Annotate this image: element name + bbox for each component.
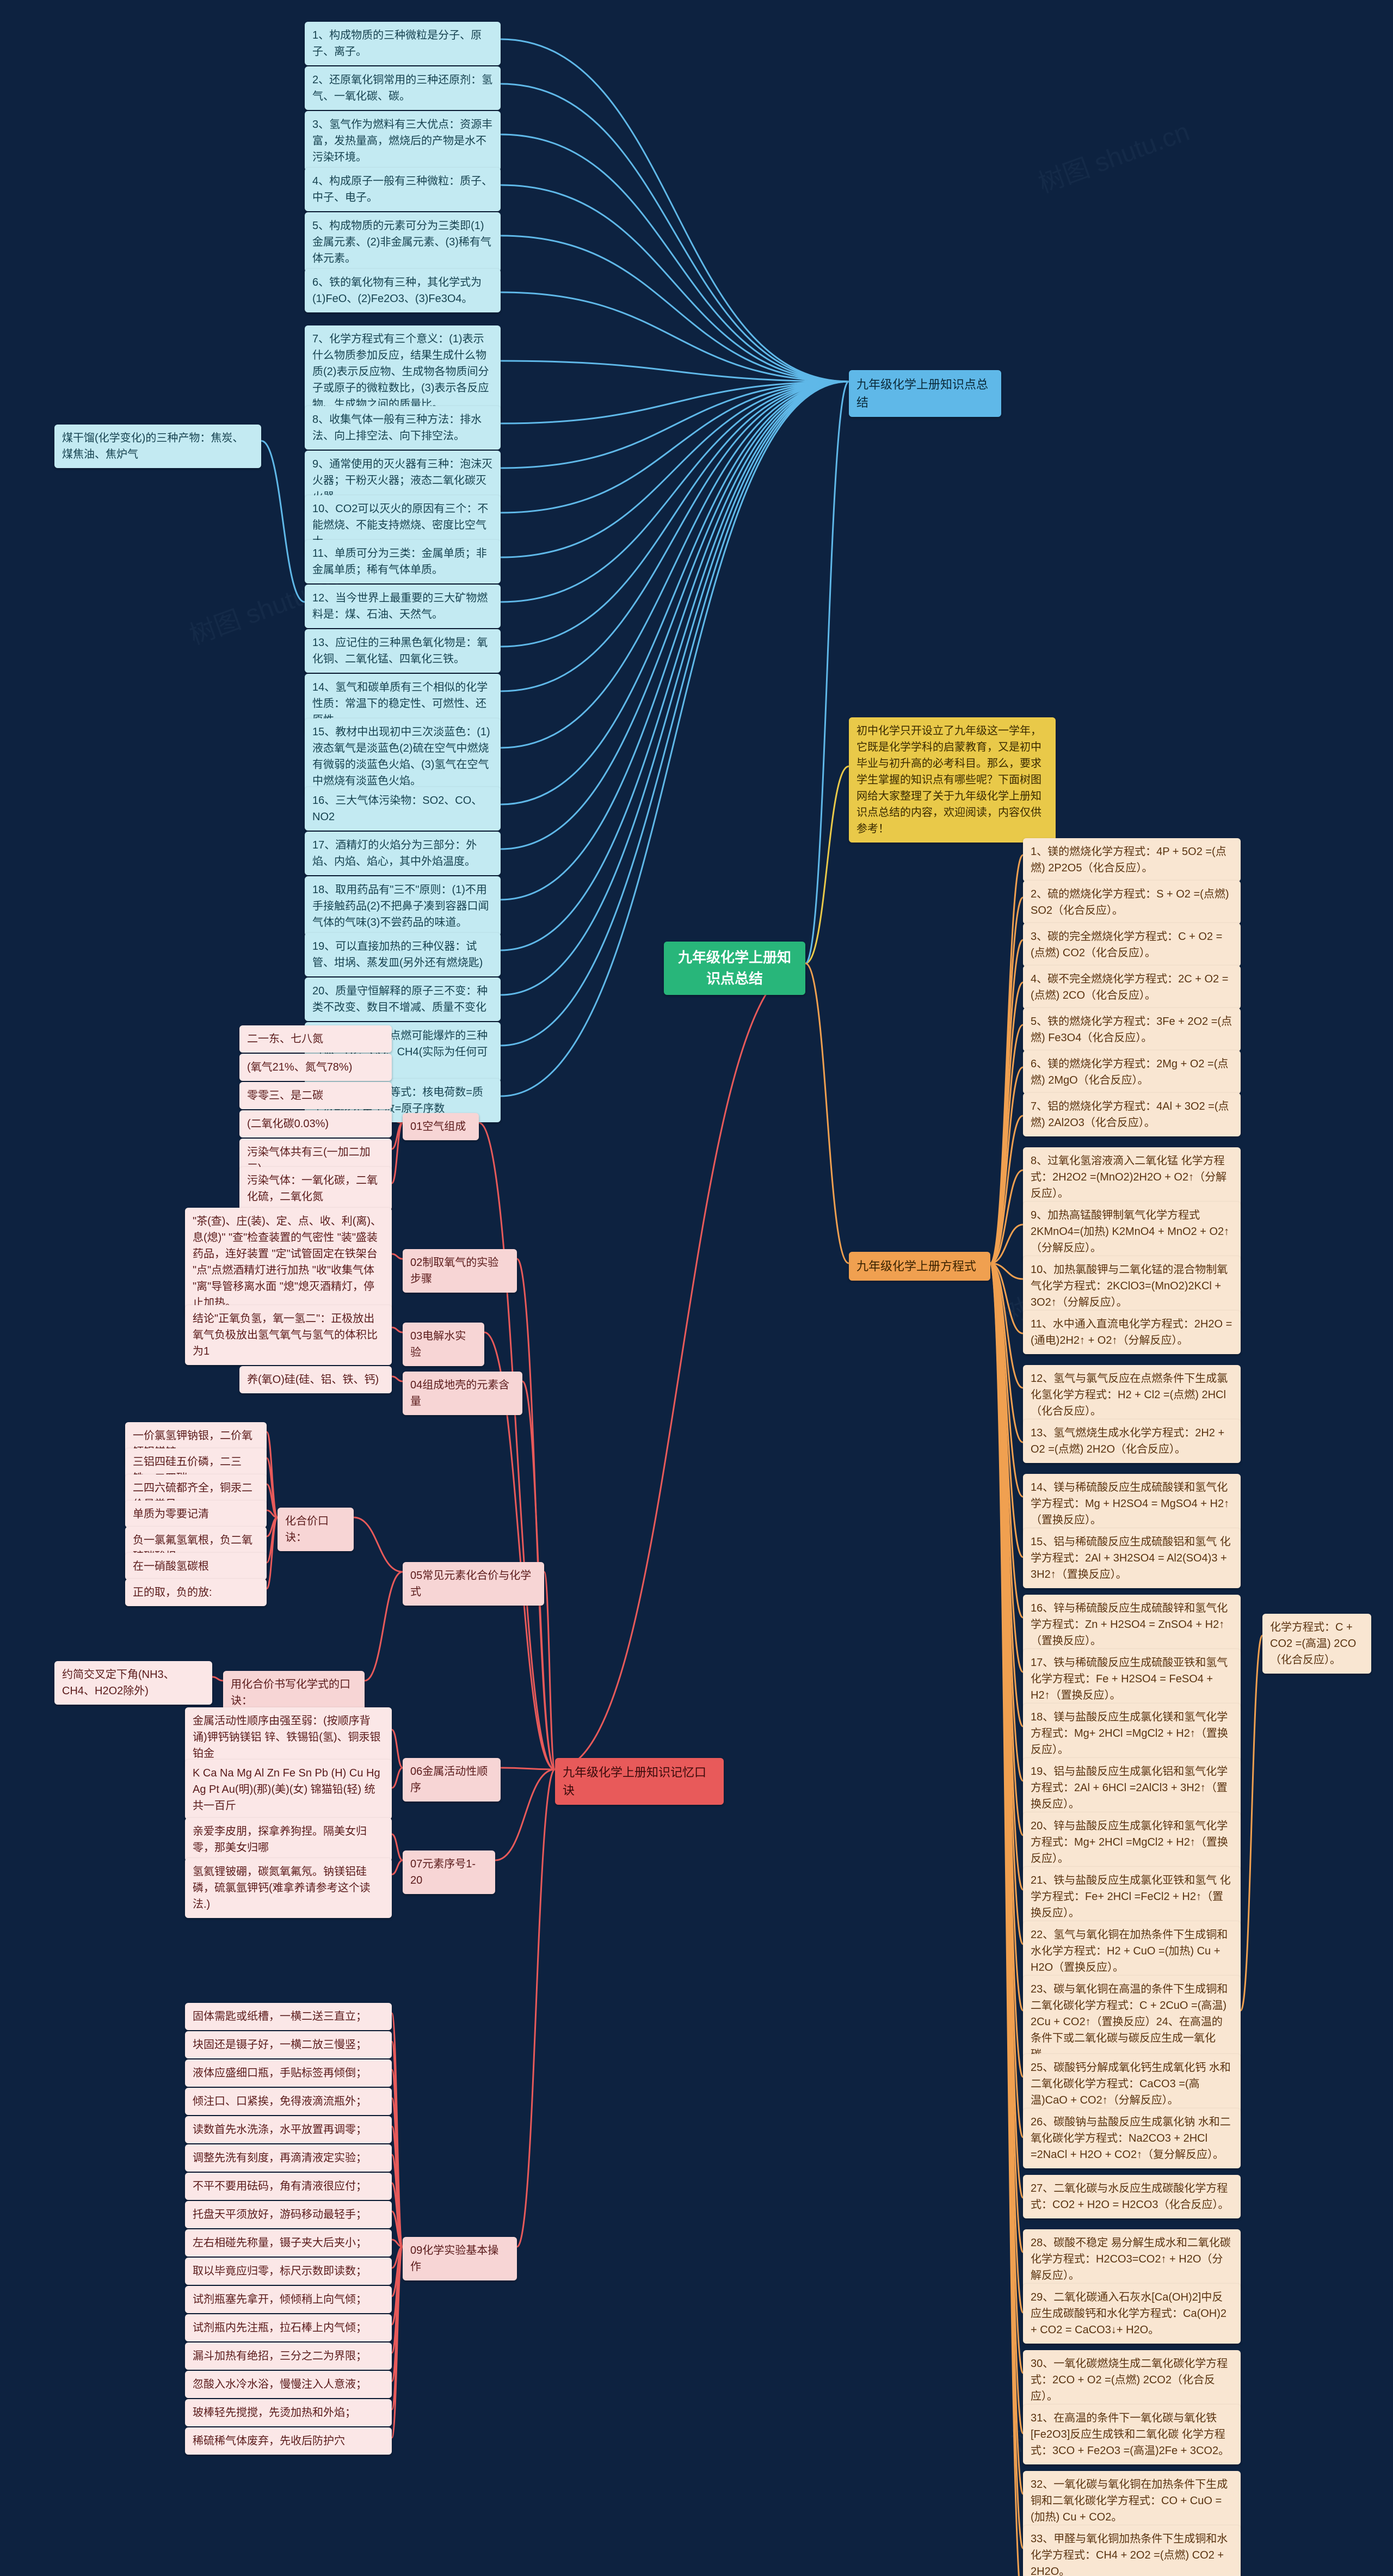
orange-leaf-27: 28、碳酸不稳定 易分解生成水和二氧化碳化学方程式：H2CO3=CO2↑ + H… [1023,2229,1241,2289]
orange-leaf-6: 6、镁的燃烧化学方程式：2Mg + O2 =(点燃) 2MgO（化合反应）。 [1023,1050,1241,1094]
orange-leaf-14: 14、镁与稀硫酸反应生成硫酸镁和氢气化学方程式：Mg + H2SO4 = MgS… [1023,1474,1241,1534]
red-item-g2-0: "茶(查)、庄(装)、定、点、收、利(离)、息(熄)" "查"检查装置的气密性 … [185,1208,392,1317]
red-item-g8-13: 忽酸入水冷水浴，慢慢注入人意液； [185,2371,392,2398]
blue-leaf-6: 6、铁的氧化物有三种，其化学式为(1)FeO、(2)Fe2O3、(3)Fe3O4… [305,269,501,312]
blue-leaf-3: 3、氢气作为燃料有三大优点：资源丰富，发热量高，燃烧后的产物是水不污染环境。 [305,111,501,171]
red-item-g8-2: 液体应盛细口瓶，手贴标签再倾倒； [185,2059,392,2087]
orange-leaf-5: 5、铁的燃烧化学方程式：3Fe + 2O2 =(点燃) Fe3O4（化合反应）。 [1023,1008,1241,1052]
red-item-g8-15: 稀硫稀气体废弃，先收后防护穴 [185,2427,392,2455]
orange-leaf-8: 8、过氧化氢溶液滴入二氧化锰 化学方程式：2H2O2 =(MnO2)2H2O +… [1023,1147,1241,1207]
watermark: 树图 shutu.cn [1032,110,1194,200]
red-item-g1-5: 污染气体：一氧化碳，二氧化硫，二氧化氮 [239,1167,392,1210]
orange-leaf-21: 21、铁与盐酸反应生成氯化亚铁和氢气 化学方程式：Fe+ 2HCl =FeCl2… [1023,1867,1241,1927]
orange-leaf-10: 10、加热氯酸钾与二氧化锰的混合物制氧气化学方程式：2KClO3=(MnO2)2… [1023,1256,1241,1316]
orange-leaf-18: 18、镁与盐酸反应生成氯化镁和氢气化学方程式：Mg+ 2HCl =MgCl2 +… [1023,1704,1241,1763]
orange-leaf-24: 25、碳酸钙分解成氧化钙生成氧化钙 水和二氧化碳化学方程式：CaCO3 =(高温… [1023,2054,1241,2114]
blue-leaf-7: 7、化学方程式有三个意义：(1)表示什么物质参加反应，结果生成什么物质(2)表示… [305,325,501,418]
red-group-g1: 01空气组成 [403,1113,479,1140]
blue-leaf-15: 15、教材中出现初中三次淡蓝色：(1)液态氧气是淡蓝色(2)硫在空气中燃烧有微弱… [305,718,501,795]
red-item-g8-0: 固体需匙或纸槽，一横二送三直立； [185,2003,392,2030]
red-item-g4-0: 养(氧O)硅(硅、铝、铁、钙) [239,1366,392,1393]
red-item-g8-9: 取以毕竟应归零，标尺示数即读数； [185,2258,392,2285]
orange-leaf-22: 22、氢气与氧化铜在加热条件下生成铜和水化学方程式：H2 + CuO =(加热)… [1023,1921,1241,1981]
orange-leaf-31: 32、一氧化碳与氧化铜在加热条件下生成铜和二氧化碳化学方程式：CO + CuO … [1023,2471,1241,2531]
blue-leaf-1: 1、构成物质的三种微粒是分子、原子、离子。 [305,22,501,65]
red-group-g3: 03电解水实验 [403,1323,484,1366]
blue-leaf-12: 12、当今世界上最重要的三大矿物燃料是：煤、石油、天然气。 [305,585,501,628]
orange-leaf-30: 31、在高温的条件下一氧化碳与氧化铁[Fe2O3]反应生成铁和二氧化碳 化学方程… [1023,2405,1241,2464]
red-item-g8-1: 块固还是镊子好，一横二放三慢竖； [185,2031,392,2058]
red-subitem-g5-0-5: 在一硝酸氢碳根 [125,1553,267,1580]
branch-b2: 九年级化学上册方程式 [849,1252,990,1281]
red-item-g8-14: 玻棒轻先搅搅，先烫加热和外焰； [185,2399,392,2426]
orange-leaf-7: 7、铝的燃烧化学方程式：4Al + 3O2 =(点燃) 2Al2O3（化合反应）… [1023,1093,1241,1136]
red-item-g1-2: 零零三、是二碳 [239,1082,392,1109]
blue-leaf-11: 11、单质可分为三类：金属单质；非金属单质；稀有气体单质。 [305,540,501,583]
red-item-g8-12: 漏斗加热有绝招，三分之二为界限； [185,2343,392,2370]
blue-leaf-8: 8、收集气体一般有三种方法：排水法、向上排空法、向下排空法。 [305,406,501,450]
blue-leaf-20: 20、质量守恒解释的原子三不变：种类不改变、数目不增减、质量不变化 [305,977,501,1021]
orange-leaf-19: 19、铝与盐酸反应生成氯化铝和氢气化学方程式：2Al + 6HCl =2AlCl… [1023,1758,1241,1818]
orange-leaf-1: 1、镁的燃烧化学方程式：4P + 5O2 =(点燃) 2P2O5（化合反应）。 [1023,838,1241,882]
blue-leaf-19: 19、可以直接加热的三种仪器：试管、坩埚、蒸发皿(另外还有燃烧匙) [305,933,501,976]
blue-leaf-17: 17、酒精灯的火焰分为三部分：外焰、内焰、焰心，其中外焰温度。 [305,832,501,875]
red-group-g4: 04组成地壳的元素含量 [403,1372,522,1415]
red-item-g1-3: (二氧化碳0.03%) [239,1110,392,1138]
orange-leaf-25: 26、碳酸钠与盐酸反应生成氯化钠 水和二氧化碳化学方程式：Na2CO3 + 2H… [1023,2108,1241,2168]
blue-leaf-4: 4、构成原子一般有三种微粒：质子、中子、电子。 [305,168,501,211]
red-subitem-g5-0-3: 单质为零要记清 [125,1501,267,1528]
blue-leaf-16: 16、三大气体污染物：SO2、CO、NO2 [305,787,501,831]
red-item-g8-8: 左右相碰先称量，镊子夹大后夹小； [185,2229,392,2257]
red-item-g8-11: 试剂瓶内先注瓶，拉石棒上内气倾； [185,2314,392,2341]
red-item-g8-6: 不平不要用砝码，角有清液很应付； [185,2173,392,2200]
orange-leaf-13: 13、氢气燃烧生成水化学方程式：2H2 + O2 =(点燃) 2H2O（化合反应… [1023,1419,1241,1463]
red-group-g7: 07元素序号1-20 [403,1850,495,1894]
orange-leaf-29: 30、一氧化碳燃烧生成二氧化碳化学方程式：2CO + O2 =(点燃) 2CO2… [1023,2350,1241,2410]
orange-leaf-17: 17、铁与稀硫酸反应生成硫酸亚铁和氢气化学方程式：Fe + H2SO4 = Fe… [1023,1649,1241,1709]
red-item-g8-3: 倾注口、口紧挨，免得液滴流瓶外； [185,2088,392,2115]
blue-leaf-18: 18、取用药品有"三不"原则：(1)不用手接触药品(2)不把鼻子凑到容器口闻气体… [305,876,501,936]
red-group-g8: 09化学实验基本操作 [403,2237,517,2280]
branch-b3: 九年级化学上册知识记忆口诀 [555,1758,724,1805]
red-item-g6-1: K Ca Na Mg Al Zn Fe Sn Pb (H) Cu Hg Ag P… [185,1760,392,1819]
red-item-g1-0: 二一东、七八氮 [239,1025,392,1053]
orange-leaf-11: 11、水中通入直流电化学方程式：2H2O =(通电)2H2↑ + O2↑（分解反… [1023,1311,1241,1354]
red-item-g6-0: 金属活动性顺序由强至弱：(按顺序背诵)钾钙钠镁铝 锌、铁锡铅(氢)、铜汞银铂金 [185,1707,392,1767]
red-item-g1-1: (氧气21%、氮气78%) [239,1054,392,1081]
orange-leaf-16: 16、锌与稀硫酸反应生成硫酸锌和氢气化学方程式：Zn + H2SO4 = ZnS… [1023,1595,1241,1655]
red-item-g8-7: 托盘天平须放好，游码移动最轻手； [185,2201,392,2228]
red-sub-g5-0: 化合价口诀： [278,1508,354,1551]
red-item-g7-1: 氢氦锂铍硼，碳氮氧氟氖。钠镁铝硅磷，硫氯氩钾钙(难拿养请参考这个读法.) [185,1858,392,1918]
red-item-g3-0: 结论"正氧负氢，氧一氢二"：正极放出氧气负极放出氢气氧气与氢气的体积比为1 [185,1305,392,1365]
center-title: 九年级化学上册知识点总结 [664,942,805,995]
branch-b1: 九年级化学上册知识点总结 [849,370,1001,417]
orange-leaf-9: 9、加热高锰酸钾制氧气化学方程式2KMnO4=(加热) K2MnO4 + MnO… [1023,1202,1241,1262]
orange-leaf-12: 12、氢气与氯气反应在点燃条件下生成氯化氢化学方程式：H2 + Cl2 =(点燃… [1023,1365,1241,1425]
red-item-g7-0: 亲爱李皮朋，探拿养狗捏。隔美女归零，那美女归哪 [185,1818,392,1861]
blue-leaf-13: 13、应记住的三种黑色氧化物是：氧化铜、二氧化锰、四氧化三铁。 [305,629,501,673]
blue-leaf-2: 2、还原氧化铜常用的三种还原剂：氢气、一氧化碳、碳。 [305,66,501,110]
orange-leaf-26: 27、二氧化碳与水反应生成碳酸化学方程式：CO2 + H2O = H2CO3（化… [1023,2175,1241,2218]
red-item-g8-10: 试剂瓶塞先拿开，倾倾稍上向气倾； [185,2286,392,2313]
red-group-g2: 02制取氧气的实验步骤 [403,1249,517,1293]
red-subitem-g5-1-0: 约简交叉定下角(NH3、CH4、H2O2除外) [54,1661,212,1705]
orange-leaf-4: 4、碳不完全燃烧化学方程式：2C + O2 =(点燃) 2CO（化合反应）。 [1023,966,1241,1009]
orange-leaf-23-child: 化学方程式：C + CO2 =(高温) 2CO（化合反应）。 [1262,1614,1371,1674]
red-item-g8-5: 调整先洗有刻度，再滴清液定实验； [185,2144,392,2172]
orange-leaf-3: 3、碳的完全燃烧化学方程式：C + O2 =(点燃) CO2（化合反应）。 [1023,923,1241,967]
orange-leaf-15: 15、铝与稀硫酸反应生成硫酸铝和氢气 化学方程式：2Al + 3H2SO4 = … [1023,1528,1241,1588]
orange-leaf-20: 20、锌与盐酸反应生成氯化锌和氢气化学方程式：Mg+ 2HCl =MgCl2 +… [1023,1812,1241,1872]
red-group-g6: 06金属活动性顺序 [403,1758,501,1802]
orange-leaf-2: 2、硫的燃烧化学方程式：S + O2 =(点燃) SO2（化合反应）。 [1023,881,1241,924]
red-group-g5: 05常见元素化合价与化学式 [403,1562,544,1606]
orange-leaf-28: 29、二氧化碳通入石灰水[Ca(OH)2]中反应生成碳酸钙和水化学方程式：Ca(… [1023,2284,1241,2344]
blue-leaf-12-child: 煤干馏(化学变化)的三种产物：焦炭、煤焦油、焦炉气 [54,425,261,468]
blue-leaf-5: 5、构成物质的元素可分为三类即(1)金属元素、(2)非金属元素、(3)稀有气体元… [305,212,501,272]
intro-text: 初中化学只开设立了九年级这一学年，它既是化学学科的启蒙教育，又是初中毕业与初升高… [849,717,1056,843]
orange-leaf-32: 33、甲醛与氧化铜加热条件下生成铜和水化学方程式：CH4 + 2O2 =(点燃)… [1023,2525,1241,2576]
red-item-g8-4: 读数首先水洗涤，水平放置再调零； [185,2116,392,2143]
red-subitem-g5-0-6: 正的取，负的放: [125,1579,267,1606]
